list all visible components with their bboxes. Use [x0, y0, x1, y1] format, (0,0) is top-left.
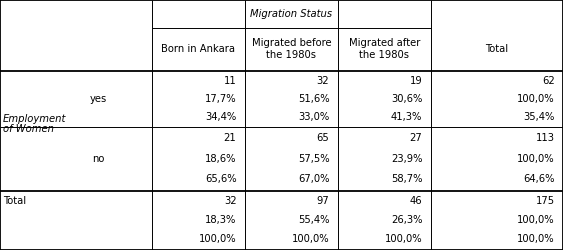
Text: Migration Status: Migration Status: [251, 9, 332, 19]
Text: 32: 32: [224, 196, 236, 206]
Text: 64,6%: 64,6%: [523, 174, 555, 184]
Text: 100,0%: 100,0%: [517, 94, 555, 104]
Text: 100,0%: 100,0%: [517, 234, 555, 244]
Text: 100,0%: 100,0%: [517, 154, 555, 164]
Text: Total: Total: [3, 196, 26, 206]
Text: 97: 97: [316, 196, 329, 206]
Text: 27: 27: [409, 133, 422, 143]
Text: 17,7%: 17,7%: [205, 94, 236, 104]
Text: Born in Ankara: Born in Ankara: [162, 44, 235, 54]
Text: 57,5%: 57,5%: [298, 154, 329, 164]
Text: 100,0%: 100,0%: [199, 234, 236, 244]
Text: 46: 46: [410, 196, 422, 206]
Text: 58,7%: 58,7%: [391, 174, 422, 184]
Text: yes: yes: [90, 94, 107, 104]
Text: 51,6%: 51,6%: [298, 94, 329, 104]
Text: 41,3%: 41,3%: [391, 112, 422, 122]
Text: 23,9%: 23,9%: [391, 154, 422, 164]
Text: Employment: Employment: [3, 114, 66, 124]
Text: 65,6%: 65,6%: [205, 174, 236, 184]
Text: 55,4%: 55,4%: [298, 215, 329, 225]
Text: 100,0%: 100,0%: [292, 234, 329, 244]
Text: 35,4%: 35,4%: [523, 112, 555, 122]
Text: of Women: of Women: [3, 124, 54, 134]
Text: 34,4%: 34,4%: [205, 112, 236, 122]
Text: 21: 21: [224, 133, 236, 143]
Text: 100,0%: 100,0%: [517, 215, 555, 225]
Text: 67,0%: 67,0%: [298, 174, 329, 184]
Text: Migrated after
the 1980s: Migrated after the 1980s: [348, 38, 420, 60]
Text: 62: 62: [542, 76, 555, 86]
Text: 100,0%: 100,0%: [385, 234, 422, 244]
Text: 11: 11: [224, 76, 236, 86]
Text: 65: 65: [316, 133, 329, 143]
Text: 30,6%: 30,6%: [391, 94, 422, 104]
Text: 33,0%: 33,0%: [298, 112, 329, 122]
Text: 26,3%: 26,3%: [391, 215, 422, 225]
Text: 18,6%: 18,6%: [205, 154, 236, 164]
Text: 113: 113: [535, 133, 555, 143]
Text: 19: 19: [409, 76, 422, 86]
Text: no: no: [92, 154, 105, 164]
Text: 18,3%: 18,3%: [205, 215, 236, 225]
Text: Migrated before
the 1980s: Migrated before the 1980s: [252, 38, 331, 60]
Text: 175: 175: [535, 196, 555, 206]
Text: 32: 32: [317, 76, 329, 86]
Text: Total: Total: [485, 44, 508, 54]
